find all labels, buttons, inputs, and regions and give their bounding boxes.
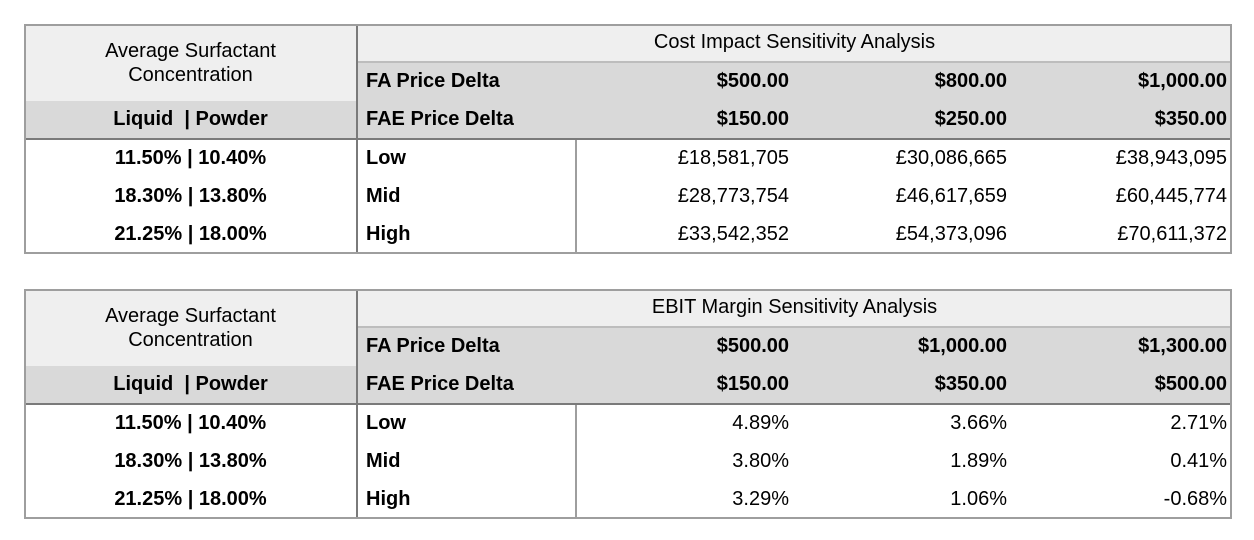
value-cell: £54,373,096 (793, 215, 1011, 253)
fae-value: $150.00 (576, 366, 793, 405)
value-cell: 3.80% (576, 442, 793, 480)
ebit-margin-table: Average Surfactant Concentration EBIT Ma… (23, 289, 1233, 519)
concentration-cell: 21.25% | 18.00% (25, 215, 358, 253)
fae-value: $150.00 (576, 101, 793, 140)
scenario-label: Low (357, 404, 577, 442)
value-cell: £38,943,095 (1011, 139, 1232, 177)
fa-value: $500.00 (576, 61, 793, 101)
avg-surfactant-line1: Average Surfactant (105, 40, 276, 62)
value-cell: £18,581,705 (576, 139, 793, 177)
avg-surfactant-header: Average Surfactant Concentration (25, 290, 358, 366)
avg-surfactant-header: Average Surfactant Concentration (25, 25, 358, 101)
value-cell: 1.89% (793, 442, 1011, 480)
table-row: 18.30% | 13.80% Mid £28,773,754 £46,617,… (25, 177, 1232, 215)
table-title: Cost Impact Sensitivity Analysis (357, 25, 1232, 63)
scenario-label: Low (357, 139, 577, 177)
concentration-cell: 18.30% | 13.80% (25, 442, 358, 480)
value-cell: £60,445,774 (1011, 177, 1232, 215)
fa-value: $800.00 (793, 61, 1011, 101)
avg-surfactant-line2: Concentration (128, 329, 253, 351)
table-row: 21.25% | 18.00% High 3.29% 1.06% -0.68% (25, 480, 1232, 518)
avg-surfactant-line1: Average Surfactant (105, 305, 276, 327)
fae-price-delta-label: FAE Price Delta (357, 101, 576, 140)
fae-value: $250.00 (793, 101, 1011, 140)
value-cell: £46,617,659 (793, 177, 1011, 215)
concentration-cell: 21.25% | 18.00% (25, 480, 358, 518)
table-row: 11.50% | 10.40% Low £18,581,705 £30,086,… (25, 139, 1232, 177)
scenario-label: Mid (357, 177, 577, 215)
avg-surfactant-line2: Concentration (128, 64, 253, 86)
fa-price-delta-label: FA Price Delta (357, 326, 576, 366)
value-cell: £30,086,665 (793, 139, 1011, 177)
value-cell: 3.66% (793, 404, 1011, 442)
value-cell: 3.29% (576, 480, 793, 518)
concentration-cell: 11.50% | 10.40% (25, 404, 358, 442)
value-cell: £70,611,372 (1011, 215, 1232, 253)
value-cell: 4.89% (576, 404, 793, 442)
concentration-cell: 11.50% | 10.40% (25, 139, 358, 177)
fa-value: $1,300.00 (1011, 326, 1232, 366)
fae-value: $500.00 (1011, 366, 1232, 405)
liquid-powder-subheader: Liquid | Powder (25, 366, 358, 405)
fa-value: $1,000.00 (793, 326, 1011, 366)
table-title: EBIT Margin Sensitivity Analysis (357, 290, 1232, 328)
scenario-label: Mid (357, 442, 577, 480)
fa-value: $1,000.00 (1011, 61, 1232, 101)
fae-value: $350.00 (793, 366, 1011, 405)
value-cell: 1.06% (793, 480, 1011, 518)
value-cell: 2.71% (1011, 404, 1232, 442)
table-row: 21.25% | 18.00% High £33,542,352 £54,373… (25, 215, 1232, 253)
fa-value: $500.00 (576, 326, 793, 366)
value-cell: -0.68% (1011, 480, 1232, 518)
fae-value: $350.00 (1011, 101, 1232, 140)
value-cell: £28,773,754 (576, 177, 793, 215)
scenario-label: High (357, 480, 577, 518)
table-row: 18.30% | 13.80% Mid 3.80% 1.89% 0.41% (25, 442, 1232, 480)
liquid-powder-subheader: Liquid | Powder (25, 101, 358, 140)
fae-price-delta-label: FAE Price Delta (357, 366, 576, 405)
value-cell: 0.41% (1011, 442, 1232, 480)
cost-impact-table: Average Surfactant Concentration Cost Im… (23, 24, 1233, 254)
table-row: 11.50% | 10.40% Low 4.89% 3.66% 2.71% (25, 404, 1232, 442)
concentration-cell: 18.30% | 13.80% (25, 177, 358, 215)
fa-price-delta-label: FA Price Delta (357, 61, 576, 101)
scenario-label: High (357, 215, 577, 253)
value-cell: £33,542,352 (576, 215, 793, 253)
